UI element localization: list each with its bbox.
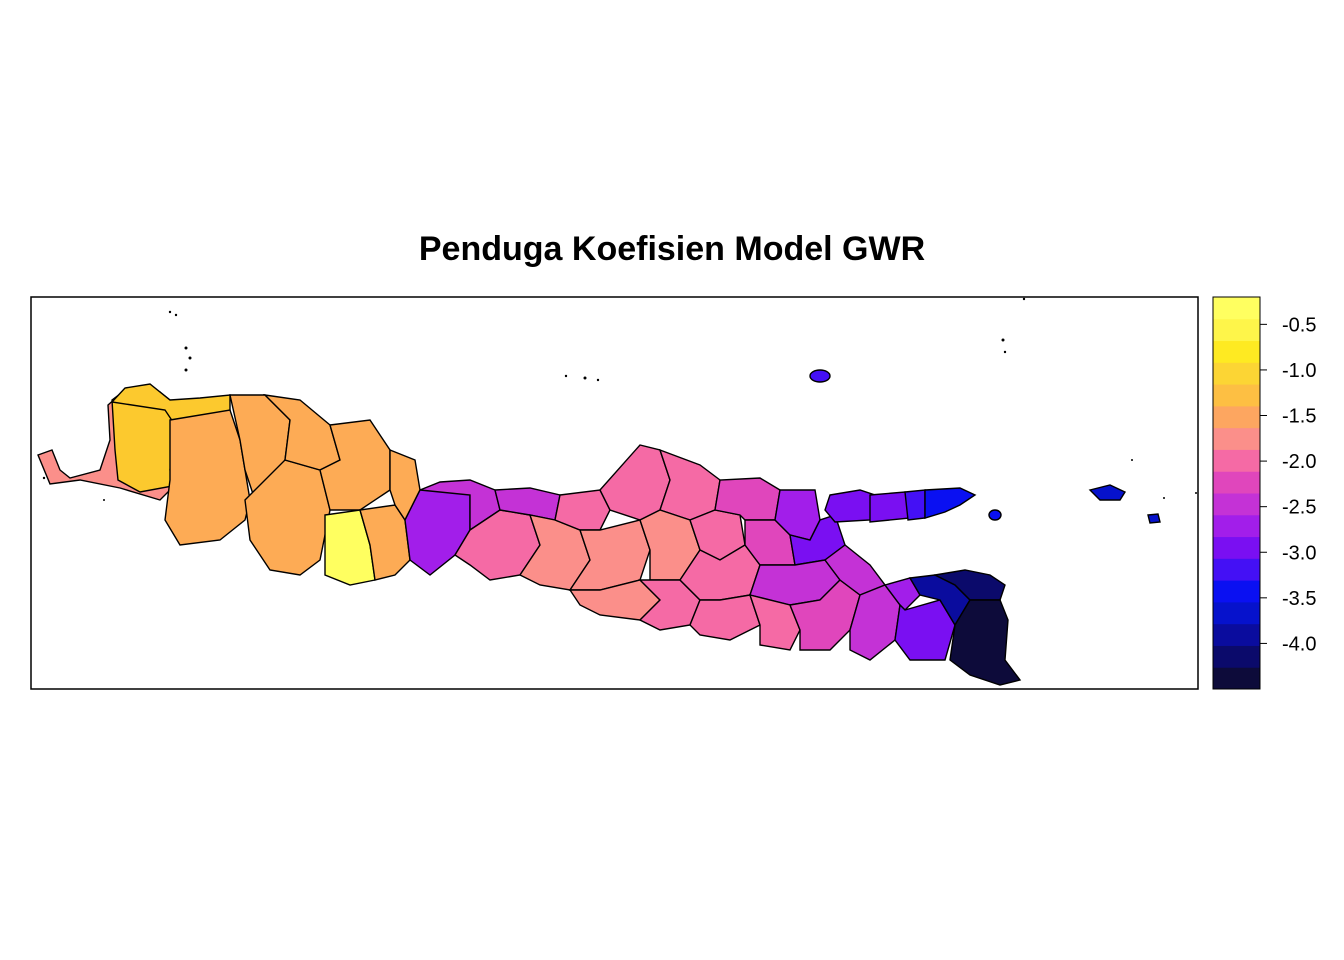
legend-swatch — [1213, 493, 1260, 516]
legend-swatch — [1213, 645, 1260, 668]
legend-swatch — [1213, 580, 1260, 603]
legend-swatch — [1213, 449, 1260, 472]
legend-swatch — [1213, 623, 1260, 646]
legend-swatch — [1213, 340, 1260, 363]
region-sampang — [869, 491, 911, 523]
legend-swatch — [1213, 471, 1260, 494]
legend-swatch — [1213, 601, 1260, 625]
legend-tick-label: -1.0 — [1282, 360, 1316, 382]
legend-colorbar — [1213, 297, 1260, 690]
legend-tick-label: -2.5 — [1282, 497, 1316, 519]
legend-swatch — [1213, 318, 1260, 342]
islets — [42, 297, 1197, 501]
legend-swatch — [1213, 558, 1260, 581]
java-regions — [37, 369, 1161, 686]
region-pekalongan — [554, 489, 611, 531]
legend-tick-label: -2.0 — [1282, 451, 1316, 473]
legend-swatch — [1213, 297, 1260, 320]
region-sumenep — [924, 487, 977, 519]
legend-swatch — [1213, 405, 1260, 429]
island-kangean — [1088, 484, 1127, 501]
legend-swatch — [1213, 536, 1260, 559]
island-far-east — [1147, 513, 1161, 524]
legend-tick-label: -0.5 — [1282, 314, 1316, 336]
region-probolinggo — [883, 577, 921, 611]
region-sukabumi — [164, 409, 251, 546]
region-banyuwangi — [949, 599, 1022, 686]
legend-ticks: -0.5 -1.0 -1.5 -2.0 -2.5 -3.0 -3.5 -4.0 — [1260, 314, 1316, 655]
legend-tick-label: -3.5 — [1282, 588, 1316, 610]
region-pacitan — [689, 594, 761, 641]
map-title: Penduga Koefisien Model GWR — [418, 230, 926, 268]
legend-tick-label: -4.0 — [1282, 633, 1316, 655]
legend-swatch — [1213, 384, 1260, 407]
region-pati — [658, 448, 721, 521]
legend-tick-label: -1.5 — [1282, 406, 1316, 428]
legend-frame — [1212, 296, 1261, 690]
region-pamekasan — [904, 489, 926, 521]
map-frame — [30, 296, 1199, 690]
legend-swatch — [1213, 514, 1260, 538]
region-bangkalan — [824, 489, 876, 523]
island-bawean — [809, 369, 831, 383]
island-small — [988, 509, 1002, 521]
legend-swatch — [1213, 427, 1260, 450]
legend-swatch — [1213, 667, 1260, 690]
legend-swatch — [1213, 362, 1260, 385]
legend-tick-label: -3.0 — [1282, 542, 1316, 564]
region-situbondo — [932, 569, 1006, 601]
region-jepara — [599, 444, 671, 521]
